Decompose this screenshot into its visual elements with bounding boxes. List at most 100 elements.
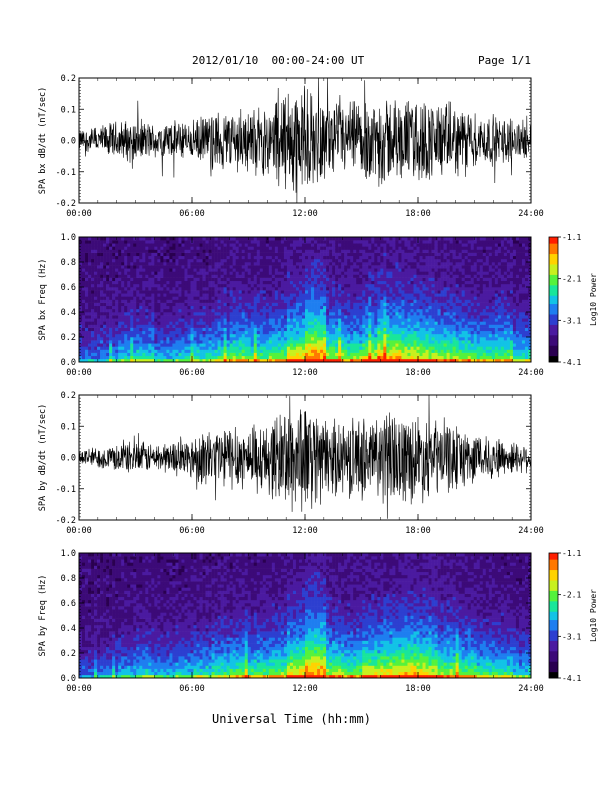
spectrogram-cell: [166, 271, 170, 275]
spectrogram-cell: [371, 296, 375, 300]
spectrogram-cell: [157, 290, 161, 294]
spectrogram-cell: [184, 246, 188, 250]
spectrogram-cell: [85, 346, 89, 350]
spectrogram-cell: [250, 249, 255, 253]
spectrogram-cell: [244, 349, 249, 353]
spectrogram-cell: [262, 246, 267, 250]
spectrogram-cell: [97, 280, 101, 285]
spectrogram-cell: [238, 240, 243, 244]
spectrogram-cell: [226, 333, 230, 338]
spectrogram-cell: [389, 249, 393, 253]
spectrogram-cell: [238, 237, 243, 241]
spectrogram-cell: [223, 249, 227, 253]
spectrogram-cell: [283, 243, 288, 247]
spectrogram-cell: [106, 299, 110, 303]
spectrogram-cell: [259, 324, 264, 328]
spectrogram-cell: [115, 243, 119, 247]
spectrogram-cell: [184, 312, 188, 316]
spectrogram-cell: [368, 268, 372, 272]
spectrogram-cell: [109, 258, 113, 263]
spectrogram-cell: [91, 305, 95, 310]
spectrogram-cell: [341, 305, 345, 310]
spectrogram-cell: [265, 258, 270, 263]
spectrogram-cell: [250, 268, 255, 272]
spectrogram-cell: [398, 283, 402, 288]
spectrogram-cell: [344, 333, 348, 338]
spectrogram-cell: [247, 352, 252, 357]
spectrogram-cell: [311, 324, 315, 328]
spectrogram-cell: [199, 255, 203, 260]
spectrogram-cell: [130, 308, 134, 313]
spectrogram-cell: [416, 283, 420, 288]
spectrogram-cell: [419, 299, 423, 303]
spectrogram-cell: [323, 302, 327, 307]
spectrogram-cell: [295, 318, 300, 322]
spectrogram-cell: [437, 280, 441, 285]
spectrogram-cell: [401, 318, 405, 322]
spectrogram-cell: [398, 271, 402, 275]
spectrogram-cell: [413, 293, 417, 297]
spectrogram-cell: [250, 262, 255, 266]
spectrogram-cell: [305, 290, 309, 294]
spectrogram-cell: [214, 340, 218, 344]
spectrogram-cell: [244, 296, 249, 300]
spectrogram-cell: [347, 346, 351, 350]
spectrogram-cell: [256, 287, 261, 291]
spectrogram-cell: [142, 327, 146, 332]
spectrogram-cell: [262, 312, 267, 316]
spectrogram-cell: [199, 240, 203, 244]
spectrogram-cell: [211, 305, 215, 310]
spectrogram-cell: [136, 337, 140, 341]
spectrogram-cell: [268, 299, 273, 303]
spectrogram-cell: [151, 315, 155, 319]
spectrogram-cell: [241, 252, 246, 257]
spectrogram-cell: [232, 299, 236, 303]
spectrogram-cell: [362, 287, 366, 291]
spectrogram-cell: [437, 355, 441, 360]
spectrogram-cell: [193, 355, 197, 360]
spectrogram-cell: [320, 237, 324, 241]
spectrogram-cell: [374, 343, 378, 347]
spectrogram-cell: [395, 293, 399, 297]
spectrogram-cell: [347, 355, 351, 360]
spectrogram-cell: [298, 274, 303, 278]
spectrogram-cell: [88, 249, 92, 253]
spectrogram-cell: [301, 340, 306, 344]
spectrogram-cell: [323, 237, 327, 241]
spectrogram-cell: [82, 318, 86, 322]
spectrogram-cell: [440, 287, 444, 291]
spectrogram-cell: [419, 340, 423, 344]
spectrogram-cell: [247, 305, 252, 310]
spectrogram-cell: [338, 262, 342, 266]
spectrogram-cell: [103, 252, 107, 257]
spectrogram-cell: [271, 246, 276, 250]
spectrogram-cell: [196, 305, 200, 310]
spectrogram-cell: [383, 352, 387, 357]
spectrogram-cell: [88, 343, 92, 347]
spectrogram-cell: [311, 255, 315, 260]
spectrogram-cell: [434, 262, 438, 266]
spectrogram-cell: [277, 265, 282, 269]
spectrogram-cell: [398, 290, 402, 294]
spectrogram-cell: [121, 299, 125, 303]
spectrogram-cell: [103, 343, 107, 347]
spectrogram-cell: [250, 340, 255, 344]
spectrogram-cell: [410, 255, 414, 260]
spectrogram-cell: [172, 340, 176, 344]
spectrogram-cell: [178, 246, 182, 250]
spectrogram-cell: [181, 308, 185, 313]
spectrogram-cell: [235, 240, 239, 244]
spectrogram-cell: [277, 243, 282, 247]
spectrogram-cell: [431, 237, 435, 241]
x-tick-label: 06:00: [179, 209, 205, 219]
spectrogram-cell: [112, 299, 116, 303]
spectrogram-cell: [335, 327, 339, 332]
spectrogram-cell: [413, 305, 417, 310]
spectrogram-cell: [407, 243, 411, 247]
spectrogram-cell: [434, 240, 438, 244]
spectrogram-cell: [160, 243, 164, 247]
spectrogram-cell: [94, 305, 98, 310]
spectrogram-cell: [121, 327, 125, 332]
spectrogram-cell: [416, 290, 420, 294]
spectrogram-cell: [130, 262, 134, 266]
